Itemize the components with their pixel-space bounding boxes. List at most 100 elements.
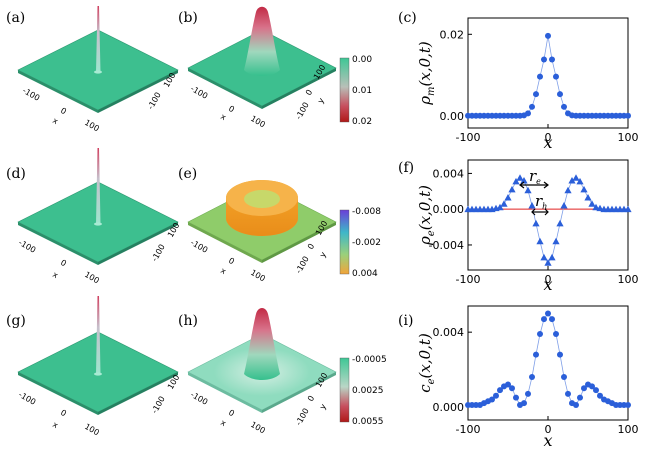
r-h-arrowhead-right (544, 208, 549, 216)
data-point-f-13 (516, 174, 524, 181)
surface-peak-b (244, 6, 280, 76)
tick-a-x-pos: 100 (83, 118, 101, 133)
data-point-i-10 (505, 381, 511, 388)
colorbar-h-tick-1: 0.0025 (352, 386, 384, 396)
ytick-label-c-1: 0.02 (440, 28, 465, 41)
data-point-i-23 (557, 351, 563, 358)
spike-base-g (94, 372, 102, 376)
surface-edge-e2 (262, 222, 336, 263)
colorbar-e: -0.008 -0.002 0.004 (339, 207, 381, 279)
axis-e-y: y (318, 250, 328, 259)
ytick-label-f-2: -0.004 (429, 239, 464, 252)
colorbar-b: 0.00 0.01 0.02 (339, 55, 372, 127)
surface-plot-d (17, 148, 179, 265)
surface-edge-e (188, 222, 262, 263)
data-point-f-25 (564, 186, 572, 194)
axis-e-x: x (219, 266, 228, 276)
data-point-i-24 (561, 374, 567, 381)
data-point-i-27 (573, 402, 579, 409)
xtick-label-f-1: 0 (545, 273, 552, 286)
data-point-i-8 (497, 387, 503, 394)
surface-edge-h (188, 372, 262, 413)
axis-b-x: x (219, 112, 228, 122)
chart-c: -100 0 100 0.00 0.02 x ρm(x,0,t) (416, 17, 639, 152)
tick-h-y-zero: 0 (306, 394, 316, 403)
data-point-f-19 (540, 253, 548, 261)
data-point-f-16 (528, 202, 536, 209)
surface-spike-a (96, 6, 101, 72)
data-point-f-29 (580, 185, 588, 193)
surface-edge-g2 (98, 372, 178, 415)
data-point-f-26 (568, 176, 576, 184)
data-point-f-21 (548, 253, 556, 261)
ylabel-c: ρm(x,0,t) (416, 41, 437, 106)
data-point-i-11 (509, 385, 515, 392)
ytick-label-i-0: 0.004 (433, 326, 465, 339)
surface-spike-d (96, 148, 101, 224)
tick-e-x-zero: 0 (227, 256, 236, 266)
panel-label-f: (f) (398, 160, 414, 176)
tick-e-x-pos: 100 (249, 268, 267, 283)
data-point-f-40 (624, 205, 632, 213)
colorbar-e-tick-1: -0.002 (352, 238, 381, 248)
data-point-f-23 (556, 219, 564, 227)
r-e-label: re (529, 167, 541, 186)
data-point-f-24 (560, 202, 568, 209)
data-point-i-40 (625, 402, 631, 409)
tick-b-x-zero: 0 (227, 104, 236, 114)
data-point-c-20 (545, 32, 551, 39)
data-point-f-28 (576, 177, 584, 185)
data-point-i-29 (581, 385, 587, 392)
data-point-c-22 (553, 73, 559, 80)
plot-frame-i (467, 305, 629, 421)
axis-d-x: x (51, 270, 60, 280)
data-point-c-17 (533, 91, 539, 98)
surface-plot-g (17, 296, 179, 415)
axis-g-x: x (51, 420, 60, 430)
data-point-f-22 (552, 237, 560, 245)
data-point-f-31 (588, 200, 596, 207)
data-point-i-6 (489, 396, 495, 403)
data-point-c-23 (557, 91, 563, 98)
data-point-f-15 (524, 186, 532, 194)
series-line-f (468, 177, 628, 264)
r-e-arrowhead-left (519, 181, 525, 189)
data-point-i-20 (545, 310, 551, 317)
colorbar-e-tick-2: 0.004 (352, 269, 378, 279)
xlabel-i: x (543, 431, 552, 450)
tick-d-y-neg: -100 (150, 243, 167, 263)
data-point-f-10 (504, 193, 512, 201)
panel-label-c: (c) (398, 10, 417, 26)
tick-h-x-zero: 0 (227, 408, 236, 418)
panel-label-g: (g) (6, 313, 26, 329)
colorbar-h-tick-2: 0.0055 (352, 417, 384, 427)
data-point-f-8 (496, 203, 504, 211)
colorbar-h: -0.0005 0.0025 0.0055 (339, 355, 387, 427)
xtick-label-f-0: -100 (456, 273, 481, 286)
xtick-label-i-0: -100 (456, 423, 481, 436)
data-point-i-16 (529, 374, 535, 381)
tick-g-x-zero: 0 (59, 408, 68, 418)
xtick-label-c-1: 0 (545, 131, 552, 144)
tick-g-x-neg: -100 (17, 390, 37, 407)
data-point-c-21 (549, 56, 555, 63)
xtick-label-c-0: -100 (456, 131, 481, 144)
xtick-label-i-2: 100 (618, 423, 639, 436)
tick-d-x-zero: 0 (59, 258, 68, 268)
surface-edge-a (18, 70, 98, 113)
panel-label-e: (e) (178, 166, 197, 182)
surface-edge-d (18, 222, 98, 265)
surface-edge-a2 (98, 70, 178, 113)
tick-a-x-neg: -100 (21, 86, 41, 103)
xtick-label-f-2: 100 (618, 273, 639, 286)
data-point-i-17 (533, 351, 539, 358)
ytick-label-f-0: 0.004 (433, 167, 465, 180)
spike-base-a (94, 70, 102, 74)
tick-d-x-neg: -100 (17, 238, 37, 255)
data-point-f-14 (520, 176, 528, 184)
data-point-i-15 (525, 390, 531, 397)
tick-e-x-neg: -100 (189, 238, 209, 255)
tick-g-x-pos: 100 (83, 422, 101, 437)
surface-ring-hole-e (244, 190, 280, 208)
surface-plot-h (187, 308, 337, 413)
